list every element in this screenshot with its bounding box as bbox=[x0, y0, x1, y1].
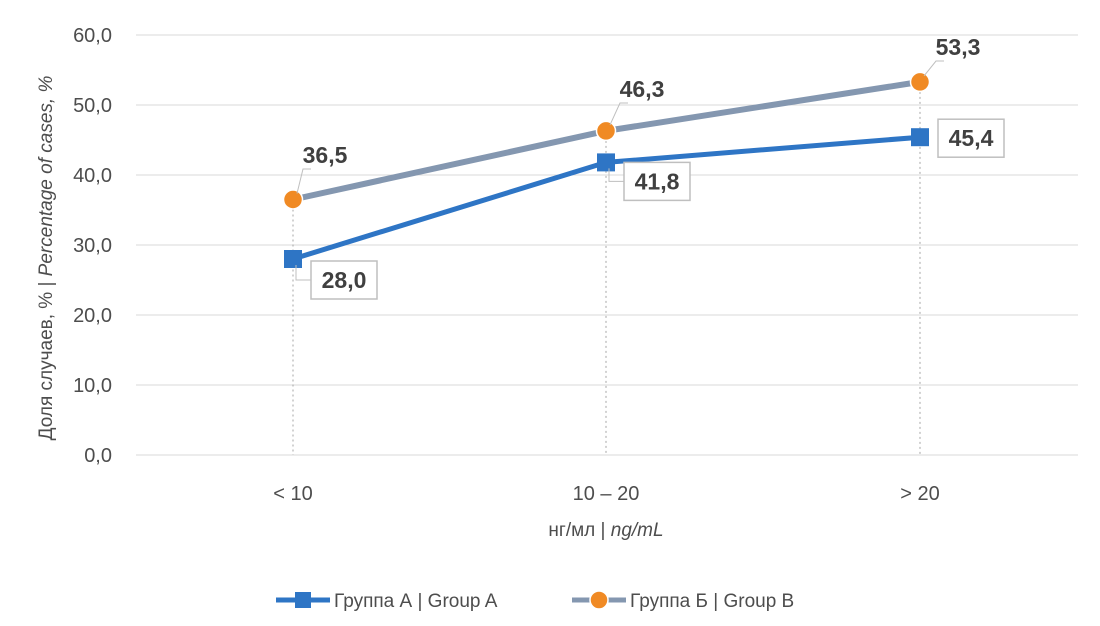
y-tick-label: 60,0 bbox=[73, 25, 112, 47]
x-tick-label: > 20 bbox=[900, 483, 939, 505]
x-axis-ticks: < 10 10 – 20 > 20 bbox=[273, 483, 939, 505]
data-point-group-a bbox=[284, 250, 302, 268]
data-label-group-a: 45,4 bbox=[949, 125, 994, 151]
legend-label-group-b: Группа Б | Group B bbox=[630, 591, 794, 612]
y-axis-title-italic: Percentage of cases, % bbox=[36, 76, 57, 277]
label-leader bbox=[608, 168, 624, 182]
data-label-group-a: 41,8 bbox=[635, 168, 680, 194]
y-axis-title-plain: Доля случаев, % | bbox=[36, 276, 57, 440]
data-label-group-b: 53,3 bbox=[936, 34, 981, 60]
y-tick-label: 30,0 bbox=[73, 235, 112, 257]
legend-marker-group-b bbox=[589, 590, 609, 610]
data-labels: 28,0 41,8 45,4 36,5 46,3 53,3 bbox=[295, 34, 1005, 300]
legend: Группа А | Group A Группа Б | Group B bbox=[276, 590, 794, 612]
data-label-group-a: 28,0 bbox=[322, 267, 367, 293]
data-label-box-group-a bbox=[937, 118, 1005, 158]
data-point-group-b bbox=[282, 189, 304, 210]
data-point-group-b bbox=[909, 71, 931, 93]
data-label-box-group-a bbox=[623, 161, 691, 202]
y-tick-label: 20,0 bbox=[73, 305, 112, 327]
data-label-group-b: 36,5 bbox=[303, 142, 348, 168]
data-label-group-b: 46,3 bbox=[620, 76, 665, 102]
x-tick-label: 10 – 20 bbox=[573, 483, 640, 505]
gridlines bbox=[136, 34, 1078, 456]
y-tick-label: 40,0 bbox=[73, 165, 112, 187]
y-tick-label: 50,0 bbox=[73, 95, 112, 117]
y-tick-label: 10,0 bbox=[73, 375, 112, 397]
legend-label-group-a: Группа А | Group A bbox=[334, 591, 498, 612]
label-leader bbox=[609, 102, 628, 126]
label-leader bbox=[296, 168, 311, 194]
data-point-group-a bbox=[911, 128, 929, 147]
data-point-group-a bbox=[597, 153, 615, 172]
label-leader bbox=[923, 60, 944, 77]
legend-item-group-a: Группа А | Group A bbox=[276, 591, 498, 612]
series-lines bbox=[282, 71, 931, 268]
x-tick-label: < 10 bbox=[273, 483, 312, 505]
data-point-group-b bbox=[595, 120, 617, 142]
y-axis-ticks: 0,0 10,0 20,0 30,0 40,0 50,0 60,0 bbox=[73, 25, 112, 467]
x-axis-title-italic: ng/mL bbox=[611, 520, 664, 541]
x-axis-title: нг/мл | ng/mL bbox=[548, 520, 663, 541]
drop-lines bbox=[292, 81, 921, 455]
y-tick-label: 0,0 bbox=[84, 445, 112, 467]
legend-item-group-b: Группа Б | Group B bbox=[572, 590, 794, 612]
x-axis-title-plain: нг/мл | bbox=[548, 520, 610, 541]
y-axis-title: Доля случаев, % | Percentage of cases, % bbox=[36, 76, 57, 441]
legend-marker-group-a bbox=[295, 592, 311, 608]
label-leader bbox=[295, 265, 311, 281]
data-label-box-group-a bbox=[310, 260, 378, 300]
